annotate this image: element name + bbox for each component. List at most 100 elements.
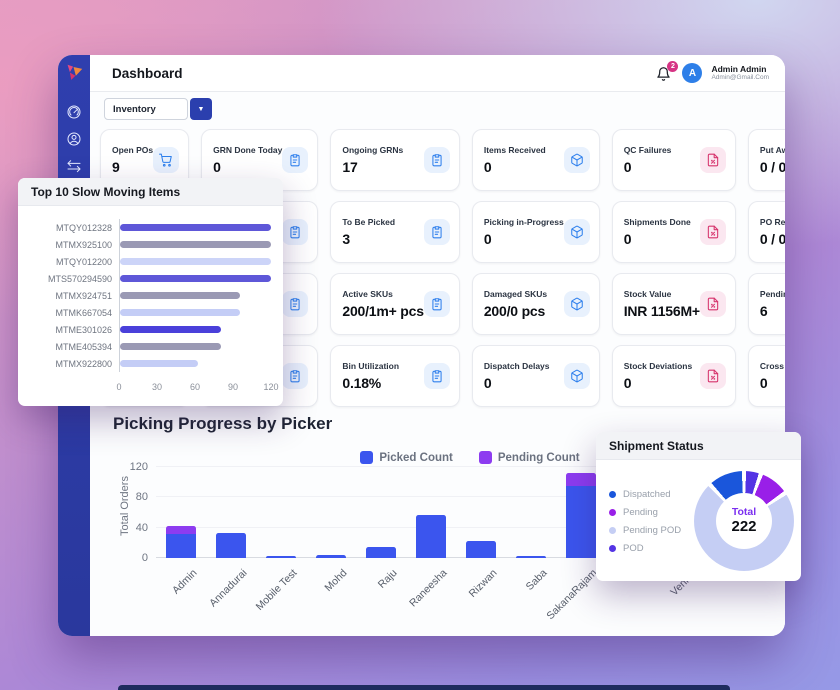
- slow-bar: [120, 326, 221, 333]
- picking-bar-slot: SakanaRajam: [544, 467, 606, 622]
- shipment-status-title: Shipment Status: [596, 432, 801, 460]
- kpi-value: 0.18%: [342, 375, 382, 391]
- kpi-text: Active SKUs 200/1m+ pcs: [342, 289, 424, 319]
- picking-bar-slot: Raneesha: [406, 467, 456, 609]
- picking-bar-slot: Rizwan: [456, 467, 506, 600]
- legend-item: POD: [609, 543, 694, 554]
- slow-chart-row: MTMX925100: [26, 236, 271, 253]
- pending-segment: [566, 473, 596, 486]
- picking-bar-slot: Saba: [506, 467, 556, 593]
- kpi-value: 0: [483, 375, 492, 391]
- y-axis-tick-label: 0: [141, 552, 148, 564]
- picked-count-swatch: [360, 451, 374, 464]
- module-select[interactable]: Inventory: [104, 98, 188, 120]
- kpi-card: Ongoing GRNs 17: [330, 129, 460, 191]
- slow-chart-row: MTMK667054: [26, 304, 271, 321]
- dashboard-gauge-icon[interactable]: [66, 104, 82, 120]
- slow-item-label: MTMX924751: [55, 290, 112, 301]
- cart-icon: [153, 147, 180, 173]
- user-email: Admin@Gmail.Com: [711, 74, 769, 82]
- slow-bar: [120, 241, 271, 248]
- kpi-label: Ongoing GRNs: [342, 145, 404, 155]
- x-axis-tick-label: 60: [189, 382, 201, 392]
- slow-chart-row: MTMX924751: [26, 287, 271, 304]
- slow-bar: [120, 360, 199, 367]
- slow-moving-title: Top 10 Slow Moving Items: [18, 178, 283, 206]
- kpi-value: 0: [213, 159, 221, 175]
- gridline: [156, 466, 706, 467]
- picked-segment: [316, 554, 346, 558]
- picking-legend: Picked Count Pending Count: [290, 451, 650, 464]
- shipment-body: Dispatched Pending Pending POD POD Total 22…: [596, 460, 801, 581]
- user-name: Admin Admin: [711, 63, 767, 74]
- x-axis-tick-label: 90: [227, 382, 239, 392]
- clipboard-icon: [423, 219, 450, 245]
- picking-bar-slot: Mohd: [306, 467, 356, 594]
- kpi-label: Picking in-Progress: [483, 217, 564, 227]
- picking-bar-slot: Raju: [356, 467, 406, 591]
- transfer-arrows-icon[interactable]: [66, 158, 82, 174]
- kpi-card: Stock Deviations 0: [611, 345, 736, 407]
- pending-count-swatch: [478, 451, 492, 464]
- kpi-text: Stock Deviations 0: [624, 361, 693, 391]
- kpi-value: 0: [623, 375, 632, 391]
- picked-segment: [566, 485, 596, 558]
- cube-icon: [563, 219, 590, 245]
- kpi-label: QC Failures: [623, 145, 672, 155]
- kpi-card: Picking in-Progress 0: [471, 201, 600, 263]
- slow-chart-row: MTME301026: [26, 321, 271, 338]
- kpi-value: 0: [623, 159, 632, 175]
- x-axis-tick-label: 0: [116, 382, 122, 392]
- slow-bar-track: [119, 219, 271, 236]
- x-axis-tick-label: 30: [151, 382, 163, 392]
- kpi-text: Stock Value INR 1156M+: [624, 289, 700, 319]
- kpi-text: Put Away Today 0 / 0: [760, 145, 785, 175]
- picking-bar-slot: Admin: [156, 467, 206, 597]
- module-select-button[interactable]: ▼: [190, 98, 212, 120]
- picking-bar: [166, 526, 196, 558]
- kpi-label: Dispatch Delays: [483, 361, 550, 371]
- kpi-card: Items Received 0: [471, 129, 600, 191]
- kpi-text: Shipments Done 0: [624, 217, 691, 247]
- kpi-text: Bin Utilization 0.18%: [342, 361, 399, 391]
- legend-label: Dispatched: [623, 488, 671, 500]
- kpi-text: PO Returns 0 / 0 PCS: [760, 217, 785, 247]
- kpi-card: Cross Docked 0: [747, 345, 785, 407]
- slow-bar-track: [119, 321, 271, 338]
- avatar[interactable]: A: [682, 63, 703, 83]
- kpi-label: Damaged SKUs: [483, 289, 548, 299]
- slow-bar: [120, 343, 221, 350]
- gridline: [156, 496, 706, 498]
- legend-label: Pending: [623, 506, 658, 518]
- shipment-donut-wrap: Total 222: [694, 471, 794, 571]
- notifications-button[interactable]: 2: [656, 61, 679, 82]
- kpi-label: Stock Value: [623, 289, 672, 299]
- kpi-label: Active SKUs: [342, 289, 393, 299]
- topbar-right: 2 A Admin Admin Admin@Gmail.Com: [656, 61, 769, 83]
- picked-segment: [166, 533, 196, 558]
- kpi-label: Stock Deviations: [623, 361, 693, 371]
- slow-moving-chart: MTQY012328 MTMX925100 MTQY012200 MTS5702945…: [18, 206, 283, 372]
- donut-center: Total 222: [716, 493, 772, 549]
- cube-icon: [563, 363, 590, 389]
- user-info[interactable]: Admin Admin Admin@Gmail.Com: [711, 64, 769, 83]
- picked-segment: [416, 514, 446, 558]
- kpi-value: INR 1156M+: [623, 303, 700, 319]
- clipboard-icon: [282, 147, 309, 173]
- slow-chart-row: MTQY012328: [26, 219, 271, 236]
- picking-chart-title: Picking Progress by Picker: [113, 414, 333, 433]
- slow-bar-track: [119, 338, 271, 355]
- clipboard-icon: [423, 363, 450, 389]
- user-profile-icon[interactable]: [66, 131, 82, 147]
- app-logo-icon[interactable]: [63, 62, 85, 84]
- picking-bar-slot: Annadurai: [206, 467, 256, 609]
- kpi-text: Pending Approval 6: [760, 289, 785, 319]
- pending-segment: [166, 526, 196, 534]
- kpi-value: 200/1m+ pcs: [342, 303, 424, 319]
- bell-icon: [657, 67, 671, 81]
- slow-chart-row: MTQY012200: [26, 253, 271, 270]
- slow-bar-track: [119, 287, 271, 304]
- kpi-label: To Be Picked: [342, 217, 396, 227]
- shipment-legend: Dispatched Pending Pending POD POD: [596, 489, 694, 554]
